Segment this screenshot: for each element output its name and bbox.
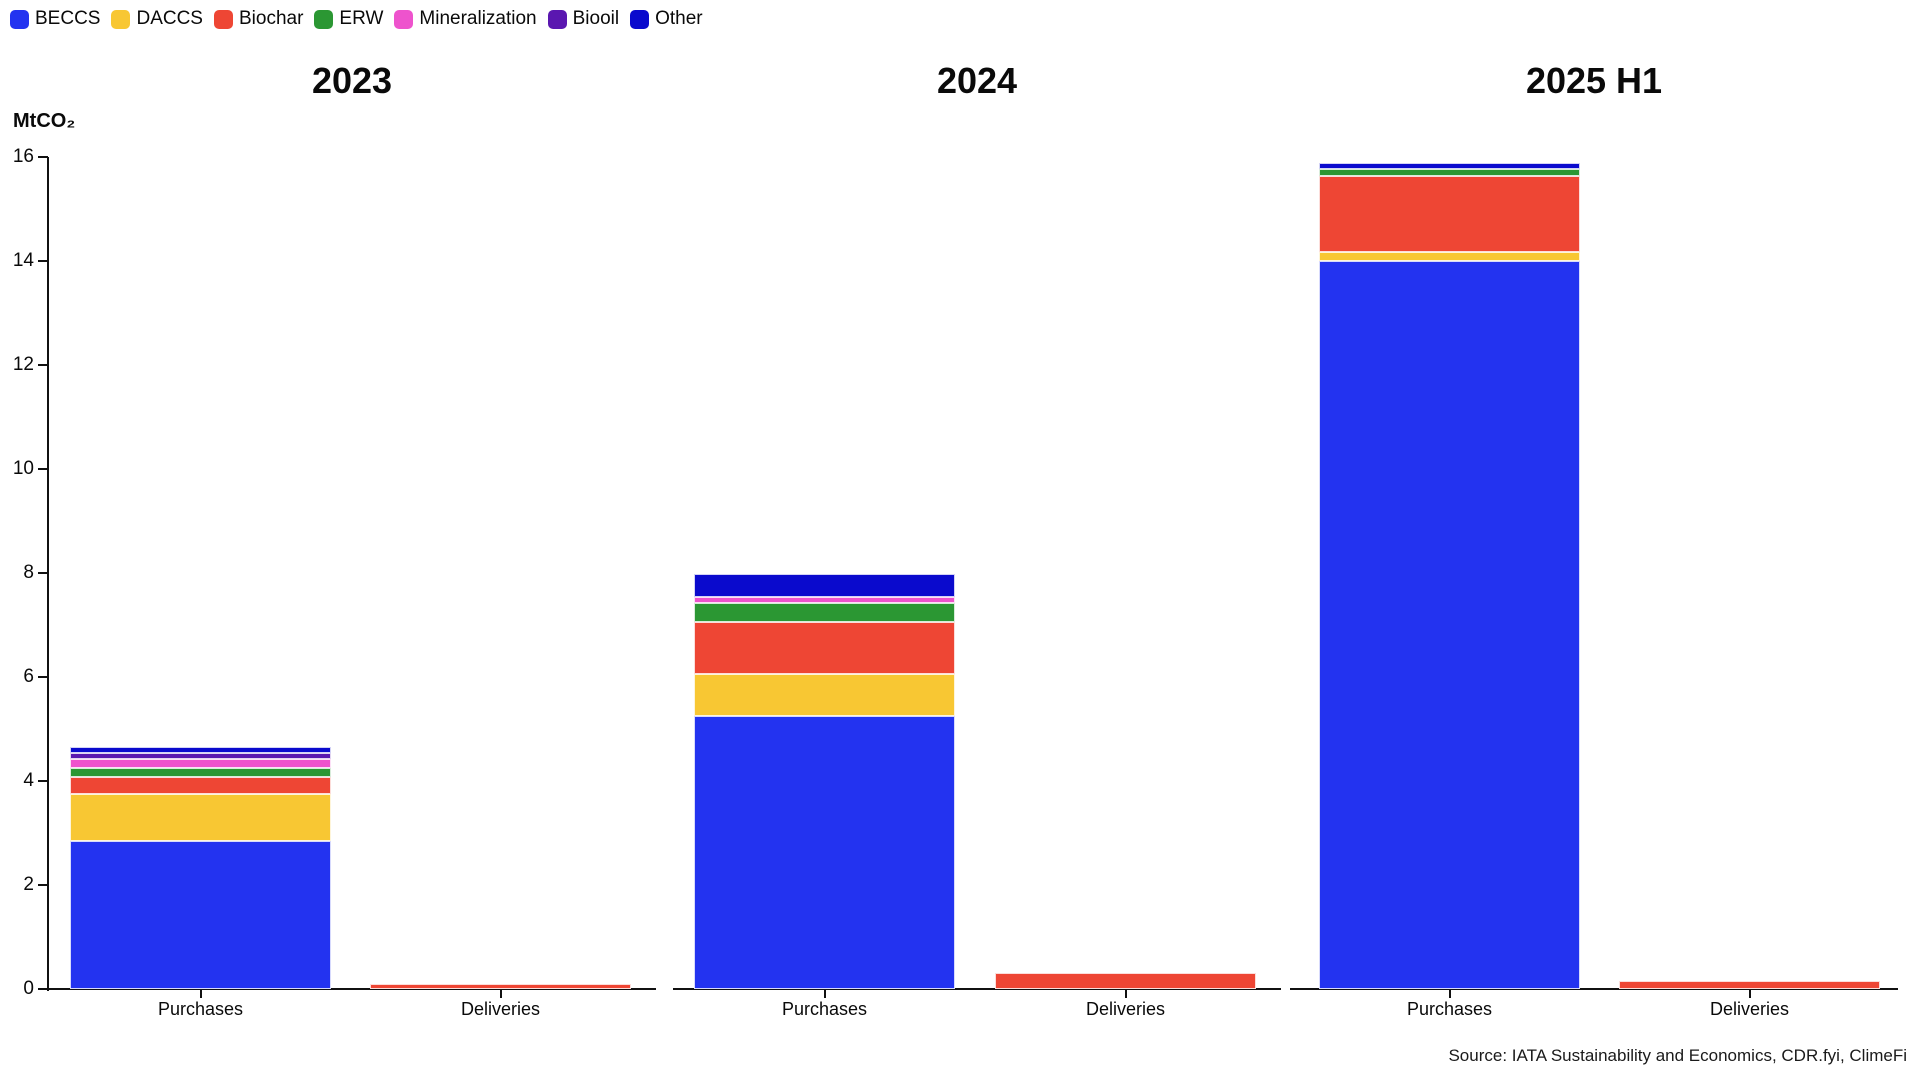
legend-swatch-icon (630, 9, 650, 29)
y-axis-tick (38, 780, 48, 782)
bar-2025-h1-purchases[interactable] (1319, 163, 1580, 989)
y-axis-tick (38, 572, 48, 574)
chart-legend: BECCS DACCS Biochar ERW Mineralization Biooil… (10, 8, 703, 30)
bar-segment-beccs[interactable] (70, 840, 331, 989)
panel-title-2023: 2023 (311, 60, 393, 101)
bar-segment-daccs[interactable] (694, 674, 955, 716)
y-axis-line (47, 157, 49, 991)
bar-segment-mineralization[interactable] (694, 596, 955, 604)
legend-item-erw[interactable]: ERW (314, 8, 383, 30)
bar-segment-erw[interactable] (70, 768, 331, 777)
x-axis-category-label: Purchases (1406, 999, 1493, 1019)
bar-segment-biochar[interactable] (1619, 981, 1880, 989)
y-axis-tick (38, 260, 48, 262)
x-axis-tick (499, 990, 502, 998)
legend-label: DACCS (136, 8, 203, 29)
bar-segment-erw[interactable] (1319, 169, 1580, 177)
bar-segment-biochar[interactable] (1319, 176, 1580, 252)
x-axis-line (673, 988, 1281, 990)
legend-swatch-icon (10, 9, 29, 29)
panel-title-2024: 2024 (936, 60, 1018, 101)
bar-segment-biochar[interactable] (370, 983, 631, 989)
legend-swatch-icon (314, 9, 334, 29)
y-axis-tick-label: 2 (23, 874, 34, 895)
legend-item-daccs[interactable]: DACCS (111, 8, 203, 30)
x-axis-category-label: Deliveries (1085, 999, 1166, 1019)
x-axis-tick (1124, 990, 1127, 998)
y-axis-tick (38, 676, 48, 678)
bar-segment-other[interactable] (1319, 163, 1580, 170)
bar-segment-biooil[interactable] (70, 752, 331, 760)
y-axis-tick (38, 988, 48, 990)
panel-title-2025-h1: 2025 H1 (1525, 60, 1663, 101)
y-axis-tick-label: 12 (12, 354, 34, 375)
y-axis-tick (38, 884, 48, 886)
bar-2023-deliveries[interactable] (370, 983, 631, 989)
x-axis-line (1290, 988, 1898, 990)
legend-label: Mineralization (419, 8, 537, 29)
y-axis-tick-label: 4 (23, 770, 34, 791)
y-axis-tick-label: 6 (23, 666, 34, 687)
legend-item-mineralization[interactable]: Mineralization (394, 8, 537, 30)
x-axis-tick (823, 990, 826, 998)
bar-2024-deliveries[interactable] (995, 973, 1256, 989)
bar-segment-biochar[interactable] (70, 776, 331, 794)
x-axis-category-label: Deliveries (460, 999, 541, 1019)
legend-label: Biooil (572, 8, 620, 29)
y-axis-tick (38, 364, 48, 366)
bar-2025-h1-deliveries[interactable] (1619, 981, 1880, 989)
x-axis-tick (1448, 990, 1451, 998)
legend-swatch-icon (547, 9, 567, 29)
y-axis-tick-label: 10 (12, 458, 34, 479)
legend-item-beccs[interactable]: BECCS (10, 8, 100, 30)
x-axis-category-label: Purchases (157, 999, 244, 1019)
bar-2024-purchases[interactable] (694, 573, 955, 989)
bar-2023-purchases[interactable] (70, 747, 331, 989)
legend-swatch-icon (394, 9, 414, 29)
bar-segment-beccs[interactable] (694, 715, 955, 989)
x-axis-tick (1748, 990, 1751, 998)
x-axis-category-label: Purchases (781, 999, 868, 1019)
y-axis-tick-label: 0 (23, 978, 34, 999)
bar-segment-daccs[interactable] (70, 794, 331, 841)
bar-segment-beccs[interactable] (1319, 260, 1580, 989)
legend-swatch-icon (111, 9, 131, 29)
bar-segment-other[interactable] (70, 747, 331, 753)
bar-segment-erw[interactable] (694, 603, 955, 623)
x-axis-category-label: Deliveries (1709, 999, 1790, 1019)
legend-label: ERW (339, 8, 384, 29)
legend-label: Other (655, 8, 703, 29)
bar-segment-biochar[interactable] (694, 622, 955, 675)
y-axis-tick-label: 16 (12, 146, 34, 167)
legend-label: Biochar (238, 8, 304, 29)
y-axis-unit-label: MtCO₂ (13, 110, 76, 132)
y-axis-tick (38, 156, 48, 158)
y-axis-tick (38, 468, 48, 470)
bar-segment-mineralization[interactable] (70, 759, 331, 769)
legend-item-biooil[interactable]: Biooil (547, 8, 620, 30)
bar-segment-other[interactable] (694, 573, 955, 597)
x-axis-line (48, 988, 656, 990)
legend-label: BECCS (35, 8, 101, 29)
bar-segment-biochar[interactable] (995, 973, 1256, 989)
x-axis-tick (199, 990, 202, 998)
legend-swatch-icon (213, 9, 233, 29)
bar-segment-daccs[interactable] (1319, 251, 1580, 261)
y-axis-tick-label: 14 (12, 250, 34, 271)
y-axis-tick-label: 8 (23, 562, 34, 583)
source-note: Source: IATA Sustainability and Economic… (1448, 1046, 1907, 1065)
legend-item-other[interactable]: Other (630, 8, 703, 30)
legend-item-biochar[interactable]: Biochar (213, 8, 304, 30)
